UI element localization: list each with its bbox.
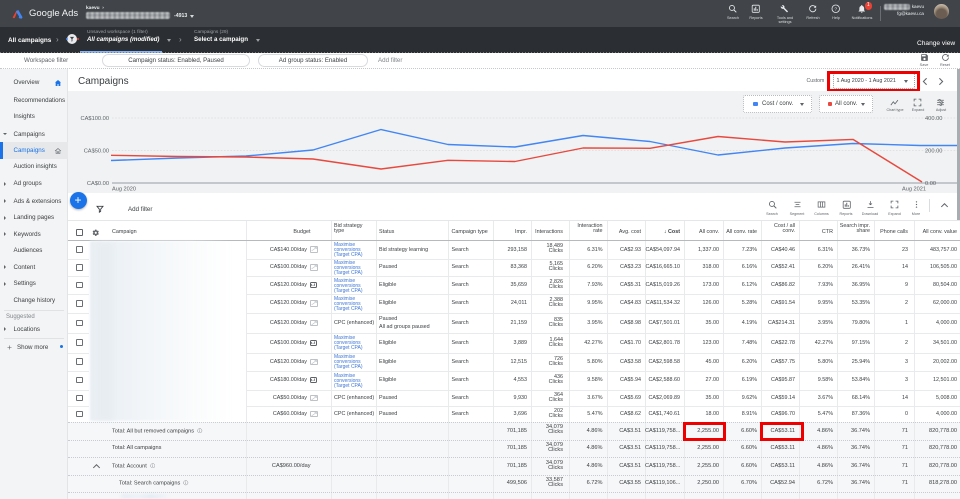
svg-text:400.00: 400.00 bbox=[925, 116, 942, 122]
svg-text:CA$100.00: CA$100.00 bbox=[81, 116, 109, 122]
svg-text:CA$50.00: CA$50.00 bbox=[84, 149, 109, 155]
svg-text:Aug 2020: Aug 2020 bbox=[112, 187, 136, 193]
svg-text:?: ? bbox=[834, 7, 837, 13]
svg-text:0.00: 0.00 bbox=[925, 181, 936, 187]
svg-text:200.00: 200.00 bbox=[925, 149, 942, 155]
svg-text:Aug 2021: Aug 2021 bbox=[902, 187, 926, 193]
svg-text:CA$0.00: CA$0.00 bbox=[87, 181, 109, 187]
